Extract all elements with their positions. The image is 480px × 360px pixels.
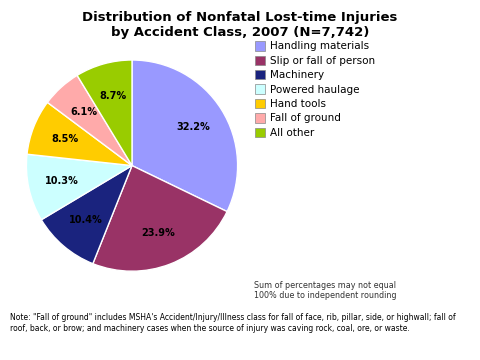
Text: 32.2%: 32.2% — [176, 122, 210, 132]
Text: 8.7%: 8.7% — [99, 91, 126, 102]
Wedge shape — [93, 166, 227, 271]
Text: 23.9%: 23.9% — [141, 228, 175, 238]
Wedge shape — [26, 154, 132, 220]
Wedge shape — [77, 60, 132, 166]
Wedge shape — [132, 60, 238, 212]
Text: Sum of percentages may not equal
100% due to independent rounding: Sum of percentages may not equal 100% du… — [254, 281, 397, 300]
Text: 10.4%: 10.4% — [69, 215, 102, 225]
Text: Note: "Fall of ground" includes MSHA's Accident/Injury/Illness class for fall of: Note: "Fall of ground" includes MSHA's A… — [10, 313, 455, 333]
Legend: Handling materials, Slip or fall of person, Machinery, Powered haulage, Hand too: Handling materials, Slip or fall of pers… — [255, 41, 375, 138]
Text: 10.3%: 10.3% — [45, 176, 79, 186]
Text: Distribution of Nonfatal Lost-time Injuries
by Accident Class, 2007 (N=7,742): Distribution of Nonfatal Lost-time Injur… — [82, 11, 398, 39]
Wedge shape — [27, 102, 132, 166]
Text: 6.1%: 6.1% — [70, 107, 97, 117]
Wedge shape — [48, 75, 132, 166]
Wedge shape — [41, 166, 132, 264]
Text: 8.5%: 8.5% — [52, 134, 79, 144]
